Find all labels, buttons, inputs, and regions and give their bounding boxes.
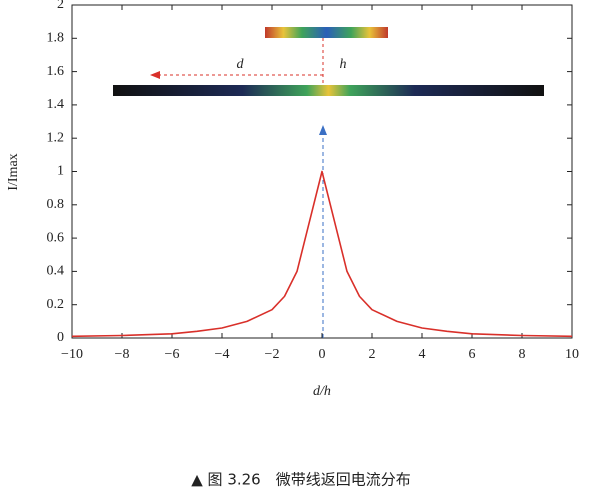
y-tick-label: 0.8 (47, 197, 65, 212)
caption: ▲ 图 3.26 微带线返回电流分布 (191, 471, 410, 489)
x-tick-label: −10 (61, 347, 83, 362)
trace-image (265, 27, 388, 38)
y-tick-label: 0.4 (47, 264, 65, 279)
y-tick-label: 1 (57, 164, 64, 179)
y-tick-label: 1.6 (47, 64, 65, 79)
x-tick-label: −2 (265, 347, 280, 362)
x-tick-label: −4 (215, 347, 230, 362)
y-tick-label: 2 (57, 0, 64, 12)
x-tick-label: 0 (319, 347, 326, 362)
x-tick-label: −6 (165, 347, 180, 362)
x-tick-label: −8 (115, 347, 130, 362)
d-arrow-head (150, 71, 160, 79)
y-tick-label: 0.2 (47, 297, 65, 312)
curve (71, 170, 573, 338)
y-tick-label: 1.4 (47, 97, 65, 112)
x-axis-label: d/h (313, 384, 331, 399)
y-axis-label: I/Imax (6, 153, 21, 190)
y-tick-label: 0.6 (47, 230, 65, 245)
x-tick-label: 6 (469, 347, 476, 362)
y-tick-label: 1.8 (47, 31, 65, 46)
x-tick-label: 10 (565, 347, 579, 362)
x-tick-label: 4 (419, 347, 426, 362)
annotation: d (237, 57, 245, 72)
x-tick-label: 8 (519, 347, 526, 362)
annotation: h (340, 57, 347, 72)
center-arrow-head (319, 125, 327, 135)
y-tick-label: 0 (57, 330, 64, 345)
y-tick-label: 1.2 (47, 130, 65, 145)
plane-image (113, 85, 544, 96)
x-tick-label: 2 (369, 347, 376, 362)
